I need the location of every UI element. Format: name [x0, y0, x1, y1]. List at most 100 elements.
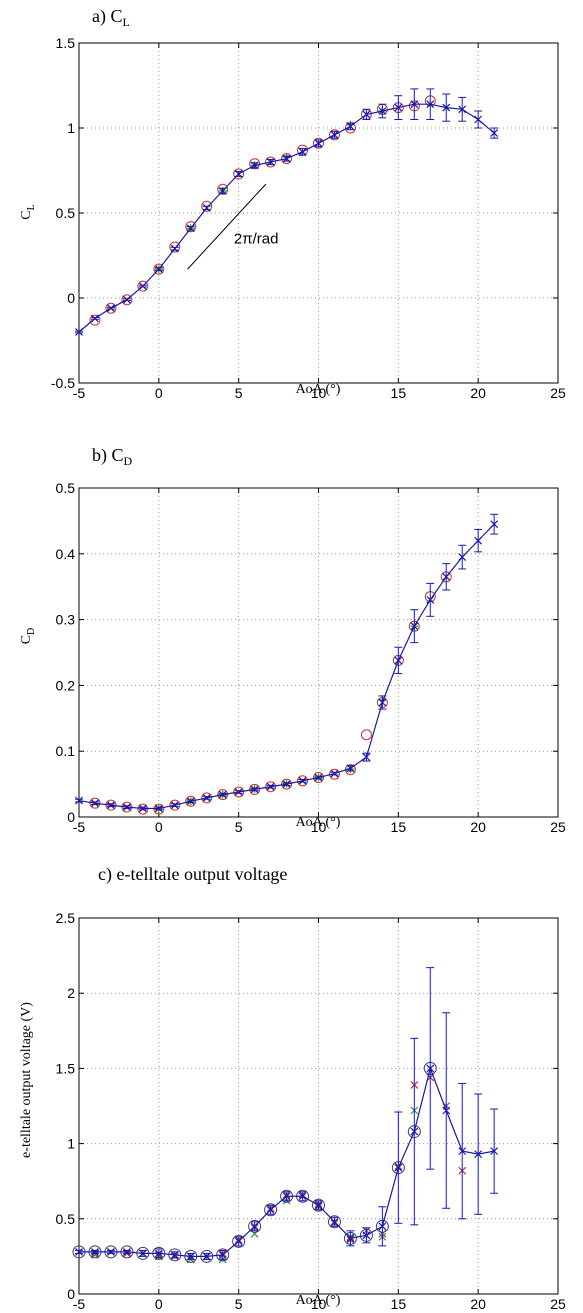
- data-point-x-marker: [234, 788, 243, 796]
- data-point-circle: [265, 156, 277, 168]
- data-point-circle: [137, 803, 149, 815]
- chart-a-title: a) CL: [92, 6, 130, 29]
- data-point-x-marker: [170, 1250, 179, 1259]
- x-tick-label: 0: [155, 819, 163, 835]
- data-point-x-marker: [266, 158, 275, 166]
- data-point-x-marker: [218, 1250, 227, 1259]
- y-tick-label: 0: [67, 809, 75, 825]
- data-point-circle: [249, 783, 261, 795]
- series-line: [78, 523, 495, 810]
- data-point-x-marker: [202, 203, 211, 212]
- y-tick-label: 1.5: [56, 1060, 76, 1076]
- data-point-x-marker: [170, 801, 179, 810]
- data-point-circle: [137, 280, 149, 292]
- y-tick-label: -0.5: [51, 375, 75, 391]
- data-point-x-marker: [91, 314, 99, 323]
- data-point-x-marker: [122, 295, 131, 304]
- data-point-x-marker: [91, 1247, 99, 1256]
- data-point-x-marker: [474, 1150, 483, 1159]
- x-tick-label: 20: [470, 385, 486, 401]
- series-line: [79, 1066, 495, 1258]
- data-point-x-marker: [218, 790, 227, 799]
- y-tick-label: 0.5: [56, 1211, 76, 1227]
- data-point-x-marker: [378, 1222, 387, 1231]
- data-point-circle: [201, 200, 213, 212]
- data-point-circle: [281, 778, 293, 790]
- chart-c-title: c) e-telltale output voltage: [98, 864, 287, 885]
- data-point-x-marker: [154, 265, 163, 274]
- x-tick-label: 0: [155, 385, 163, 401]
- data-point-x-marker: [107, 801, 115, 810]
- data-point-circle: [169, 241, 181, 253]
- x-tick-label: 25: [550, 385, 566, 401]
- slope-reference-line: [187, 183, 267, 270]
- data-point-circle: [105, 799, 117, 811]
- data-point-x-marker: [426, 595, 435, 604]
- data-point-x-marker: [394, 1163, 403, 1172]
- x-tick-label: -5: [73, 385, 86, 401]
- data-point-x-marker: [75, 1247, 83, 1256]
- data-point-x-marker: [314, 139, 323, 148]
- data-point-x-marker: [122, 803, 131, 812]
- series-0: [75, 88, 499, 336]
- data-point-x-marker: [330, 769, 339, 778]
- data-point-x-marker: [362, 110, 371, 119]
- data-point-x-marker: [186, 224, 195, 233]
- data-point-x-marker: [250, 161, 259, 170]
- data-point-x-marker: [426, 100, 435, 109]
- y-tick-label: 0: [67, 290, 75, 306]
- data-point-circle: [249, 158, 261, 170]
- x-tick-label: -5: [73, 1296, 86, 1312]
- x-tick-label: 10: [311, 819, 327, 835]
- x-tick-label: 25: [550, 819, 566, 835]
- data-point-x-marker: [410, 1127, 419, 1136]
- x-tick-label: 5: [235, 1296, 243, 1312]
- chart-c-xlabel: AoA (°): [296, 1293, 341, 1308]
- chart-b-title: b) CD: [92, 445, 133, 468]
- data-point-x-marker: [138, 804, 147, 813]
- chart-c-ylabel: e-telltale output voltage (V): [19, 1002, 34, 1158]
- x-tick-label: 10: [311, 1296, 327, 1312]
- y-tick-label: 2.5: [56, 910, 76, 926]
- data-point-circle: [153, 263, 165, 275]
- data-point-circle: [297, 775, 309, 787]
- data-point-x-marker: [426, 1064, 435, 1073]
- data-point-x-marker: [314, 1201, 323, 1210]
- y-tick-label: 1: [67, 1136, 75, 1152]
- series-0: [75, 967, 499, 1261]
- data-point-x-marker: [75, 328, 83, 336]
- x-tick-label: 15: [391, 385, 407, 401]
- slope-annotation: 2π/rad: [234, 231, 279, 248]
- x-tick-label: 0: [155, 1296, 163, 1312]
- data-point-circle: [328, 129, 340, 141]
- data-point-x-marker: [458, 1147, 467, 1156]
- x-tick-label: 5: [235, 819, 243, 835]
- data-point-x-marker: [330, 130, 339, 139]
- data-point-circle: [327, 1215, 341, 1229]
- data-point-x-marker: [154, 1249, 163, 1258]
- data-point-circle: [360, 729, 372, 741]
- data-point-circle: [217, 789, 229, 801]
- data-point-x-marker: [330, 1217, 339, 1226]
- data-point-circle: [313, 137, 324, 149]
- y-tick-label: 0.3: [56, 612, 76, 628]
- data-point-x-marker: [202, 793, 211, 802]
- data-point-x-marker: [298, 776, 307, 785]
- data-point-x-marker: [107, 1247, 115, 1256]
- data-point-x-marker: [378, 698, 387, 707]
- data-point-x-marker: [138, 1249, 147, 1258]
- data-point-x-marker: [234, 1237, 243, 1246]
- data-point-x-marker: [474, 115, 483, 124]
- series-0: [75, 513, 499, 813]
- data-point-circle: [233, 786, 245, 798]
- data-point-circle: [89, 314, 101, 326]
- chart-a: a) CL CL AoA (°): [19, 6, 341, 397]
- data-point-x-marker: [234, 169, 243, 178]
- x-tick-label: 20: [470, 1296, 486, 1312]
- data-point-x-marker: [186, 1252, 195, 1261]
- data-point-x-marker: [490, 129, 499, 138]
- data-point-circle: [313, 772, 324, 784]
- data-point-x-marker: [410, 622, 419, 631]
- data-point-x-marker: [91, 799, 99, 808]
